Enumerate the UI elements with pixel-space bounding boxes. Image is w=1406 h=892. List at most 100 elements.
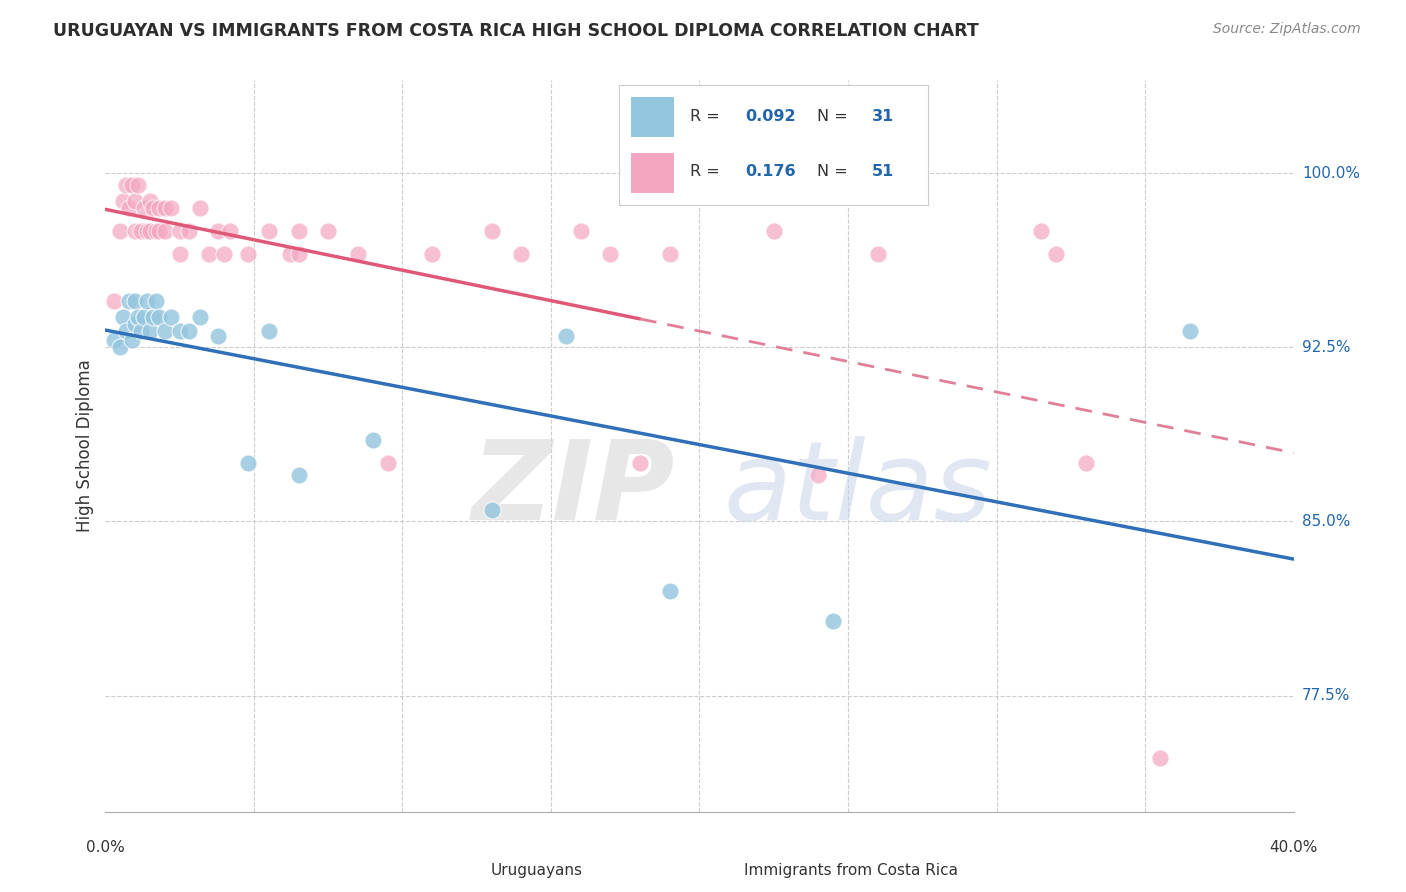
Point <box>112 194 135 208</box>
Point <box>219 224 242 238</box>
FancyBboxPatch shape <box>631 97 675 136</box>
Point <box>145 224 167 238</box>
Point <box>115 324 138 338</box>
Point <box>127 310 149 325</box>
Point <box>377 457 399 471</box>
Text: Uruguayans: Uruguayans <box>491 863 582 878</box>
Text: 92.5%: 92.5% <box>1302 340 1350 355</box>
Text: URUGUAYAN VS IMMIGRANTS FROM COSTA RICA HIGH SCHOOL DIPLOMA CORRELATION CHART: URUGUAYAN VS IMMIGRANTS FROM COSTA RICA … <box>53 22 979 40</box>
Point <box>110 224 132 238</box>
Point <box>481 503 503 517</box>
Point <box>823 615 845 629</box>
Point <box>139 224 162 238</box>
Point <box>177 224 200 238</box>
Point <box>257 324 280 338</box>
Point <box>115 178 138 192</box>
Point <box>169 247 191 261</box>
Point <box>347 247 370 261</box>
Point <box>124 224 146 238</box>
Point <box>118 293 141 308</box>
Point <box>207 224 229 238</box>
Text: N =: N = <box>817 164 852 179</box>
Point <box>1029 224 1052 238</box>
Point <box>481 224 503 238</box>
Point <box>361 433 384 447</box>
Point <box>569 224 592 238</box>
Point <box>139 324 162 338</box>
Point <box>169 224 191 238</box>
Text: R =: R = <box>690 164 724 179</box>
Point <box>807 468 830 483</box>
Point <box>121 178 143 192</box>
Text: Immigrants from Costa Rica: Immigrants from Costa Rica <box>744 863 957 878</box>
Point <box>132 310 155 325</box>
Point <box>159 310 181 325</box>
Text: ZIP: ZIP <box>472 436 676 543</box>
Point <box>103 293 125 308</box>
Text: Source: ZipAtlas.com: Source: ZipAtlas.com <box>1213 22 1361 37</box>
Point <box>287 224 309 238</box>
Point <box>129 224 152 238</box>
Point <box>190 310 212 325</box>
Text: R =: R = <box>690 109 724 124</box>
Point <box>110 340 132 354</box>
Point <box>121 334 143 348</box>
Point <box>142 310 165 325</box>
Point <box>866 247 889 261</box>
Text: 85.0%: 85.0% <box>1302 514 1350 529</box>
FancyBboxPatch shape <box>631 153 675 193</box>
Point <box>169 324 191 338</box>
Point <box>124 293 146 308</box>
Text: 31: 31 <box>872 109 894 124</box>
Text: 0.176: 0.176 <box>745 164 796 179</box>
Point <box>278 247 301 261</box>
Point <box>145 293 167 308</box>
Point <box>190 201 212 215</box>
Point <box>236 247 259 261</box>
Point <box>139 194 162 208</box>
Point <box>1074 457 1097 471</box>
Point <box>118 201 141 215</box>
Point <box>658 584 681 599</box>
Point <box>142 201 165 215</box>
Text: N =: N = <box>817 109 852 124</box>
Point <box>148 201 170 215</box>
Point <box>316 224 339 238</box>
Point <box>148 224 170 238</box>
Point <box>207 328 229 343</box>
Point <box>136 224 159 238</box>
Point <box>287 468 309 483</box>
Point <box>124 317 146 331</box>
Point <box>599 247 621 261</box>
Point <box>127 178 149 192</box>
Point <box>1178 324 1201 338</box>
Text: 77.5%: 77.5% <box>1302 688 1350 703</box>
Point <box>153 201 176 215</box>
Point <box>1045 247 1067 261</box>
Point <box>510 247 533 261</box>
Text: 40.0%: 40.0% <box>1270 839 1317 855</box>
Point <box>287 247 309 261</box>
Text: atlas: atlas <box>723 436 991 543</box>
Point <box>628 457 651 471</box>
Point <box>214 247 236 261</box>
Point <box>420 247 443 261</box>
Point <box>1149 751 1171 765</box>
Point <box>103 334 125 348</box>
Point <box>136 293 159 308</box>
Point <box>177 324 200 338</box>
Point <box>153 224 176 238</box>
Point <box>132 201 155 215</box>
Point <box>236 457 259 471</box>
Text: 100.0%: 100.0% <box>1302 166 1360 181</box>
Point <box>129 324 152 338</box>
Point <box>762 224 785 238</box>
Point <box>257 224 280 238</box>
Y-axis label: High School Diploma: High School Diploma <box>76 359 94 533</box>
Point <box>554 328 576 343</box>
Text: 51: 51 <box>872 164 894 179</box>
Point <box>658 247 681 261</box>
Text: 0.0%: 0.0% <box>86 839 125 855</box>
Point <box>124 194 146 208</box>
Point <box>112 310 135 325</box>
